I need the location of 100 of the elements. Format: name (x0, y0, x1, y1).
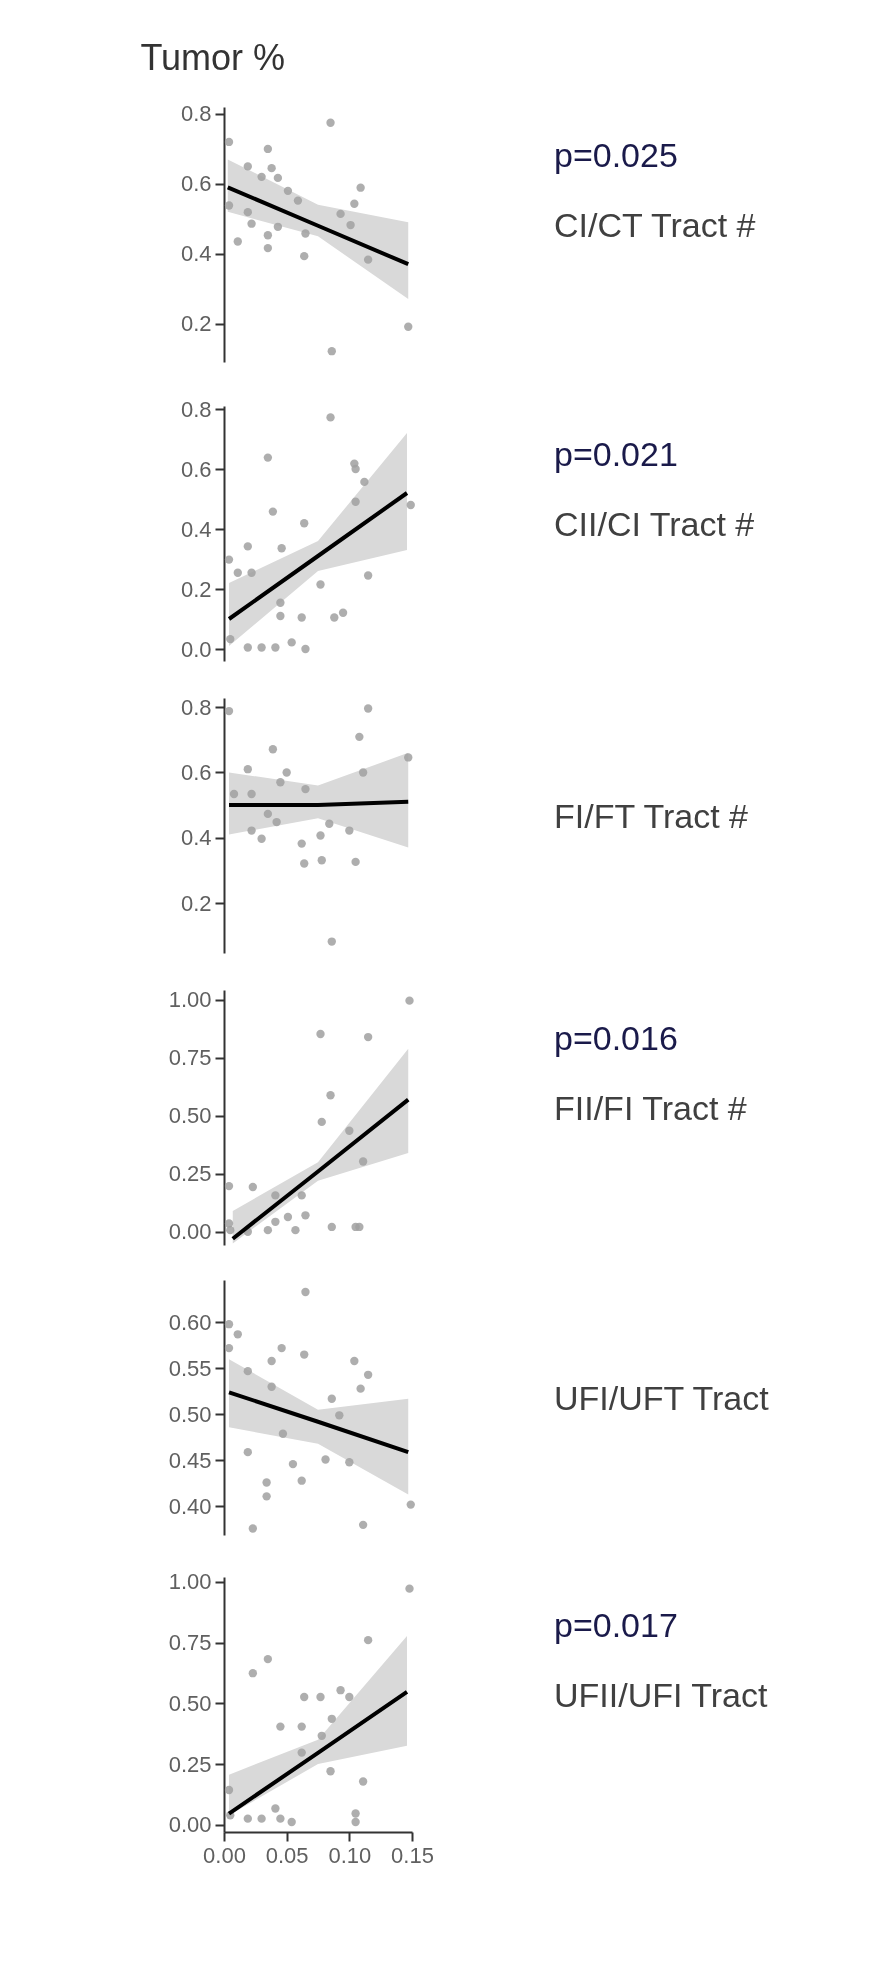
y-tick-label: 0.8 (180, 101, 212, 127)
point (327, 347, 336, 356)
x-tick-label: 0.05 (265, 1842, 309, 1868)
point (405, 996, 414, 1005)
point (293, 196, 303, 205)
point (300, 1692, 309, 1702)
point (360, 477, 369, 487)
point (233, 568, 242, 577)
point (301, 1211, 310, 1220)
point (351, 497, 360, 506)
point (257, 1814, 266, 1823)
y-tick-label: 0.4 (180, 825, 212, 851)
point (350, 199, 359, 208)
point (276, 598, 285, 607)
point (327, 937, 336, 946)
point (300, 1350, 309, 1359)
y-tick-label: 0.60 (168, 1309, 212, 1335)
x-tick-label: 0.15 (391, 1842, 434, 1868)
y-tick-label: 0.00 (168, 1219, 212, 1245)
point (233, 1330, 242, 1339)
point (224, 706, 234, 716)
point (243, 1447, 252, 1457)
point (273, 222, 283, 231)
text: UFII/UFI Tract (554, 1676, 768, 1714)
point (248, 1524, 258, 1533)
point (243, 542, 252, 551)
point (317, 856, 326, 865)
y-tick-label: 0.00 (168, 1812, 212, 1838)
y-tick-label: 0.8 (180, 396, 212, 422)
point (358, 1157, 368, 1166)
point (351, 464, 360, 474)
point (404, 322, 413, 331)
point (283, 186, 293, 196)
point (325, 819, 334, 828)
point (356, 1384, 365, 1393)
y-tick-label: 0.4 (180, 241, 212, 267)
point (350, 1356, 359, 1366)
point (272, 817, 281, 827)
point (282, 768, 291, 777)
point (243, 1366, 252, 1376)
point (277, 1343, 286, 1353)
point (345, 826, 354, 835)
point (267, 1356, 276, 1366)
point (358, 1520, 368, 1530)
text: FI/FT Tract # (554, 797, 749, 835)
point (358, 768, 368, 777)
y-tick-label: 0.8 (180, 694, 212, 720)
point (257, 643, 266, 652)
point (278, 1429, 288, 1438)
point (267, 1382, 276, 1391)
point (277, 544, 286, 553)
point (287, 1817, 296, 1827)
point (317, 1117, 326, 1127)
point (301, 644, 310, 654)
point (356, 183, 365, 192)
point (330, 613, 339, 622)
y-tick-label: 1.00 (168, 987, 212, 1013)
y-tick-label: 0.2 (180, 890, 212, 916)
point (297, 839, 306, 848)
y-tick-label: 0.75 (168, 1630, 212, 1656)
point (243, 207, 252, 217)
point (346, 220, 355, 230)
y-tick-label: 0.55 (168, 1355, 212, 1381)
point (405, 1584, 414, 1593)
point (297, 1722, 306, 1731)
point (226, 634, 235, 644)
point (345, 1458, 354, 1467)
point (263, 1225, 273, 1235)
point (363, 571, 373, 580)
point (300, 859, 309, 868)
point (257, 834, 266, 843)
point (338, 608, 348, 617)
point (327, 1222, 336, 1232)
point (297, 1191, 306, 1200)
y-tick-label: 0.2 (180, 576, 212, 602)
point (273, 173, 283, 183)
point (291, 1225, 300, 1235)
y-tick-label: 0.2 (180, 311, 212, 337)
text: p=0.017 (554, 1606, 678, 1644)
point (271, 643, 280, 652)
point (257, 172, 266, 182)
point (243, 765, 252, 774)
point (336, 1686, 345, 1695)
point (229, 789, 239, 799)
point (276, 1722, 285, 1731)
point (327, 1394, 336, 1403)
text: FII/FI Tract # (554, 1089, 747, 1127)
point (233, 237, 242, 246)
point (363, 1370, 373, 1379)
point (300, 251, 309, 261)
point (226, 1225, 235, 1235)
text: p=0.016 (554, 1019, 678, 1057)
point (363, 255, 373, 264)
point (224, 1181, 234, 1191)
point (355, 732, 364, 742)
point (243, 1814, 252, 1823)
point (335, 1411, 344, 1420)
point (224, 555, 234, 564)
point (297, 1476, 306, 1485)
point (327, 1714, 336, 1723)
